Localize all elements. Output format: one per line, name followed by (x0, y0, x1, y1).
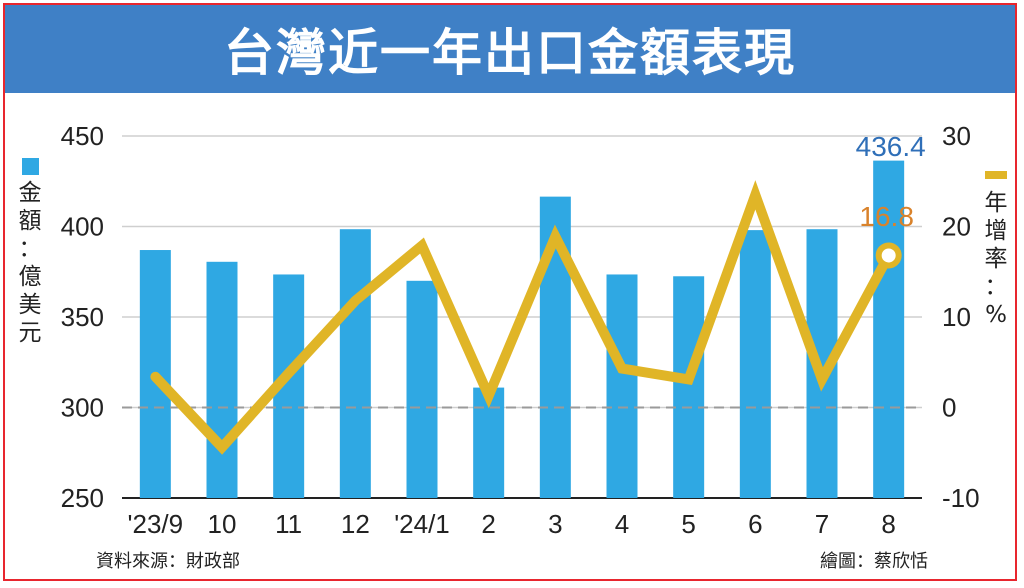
title-bar: 台灣近一年出口金額表現 (5, 5, 1015, 93)
left-tick-label: 400 (61, 212, 104, 242)
left-axis-label: 金額：億美元 (19, 180, 42, 346)
bar (406, 280, 438, 498)
right-tick-label: 20 (942, 212, 971, 242)
growth-point-last (875, 242, 902, 269)
x-tick-label: 2 (481, 509, 495, 539)
source-note: 資料來源：財政部 (96, 551, 240, 572)
bar (739, 230, 771, 498)
x-tick-label: 11 (275, 509, 302, 539)
bar (339, 229, 371, 498)
x-tick-label: 8 (881, 509, 895, 539)
bar (606, 274, 638, 498)
chart-title: 台灣近一年出口金額表現 (224, 24, 796, 82)
legend-swatch-line (985, 171, 1007, 179)
right-tick-label: 0 (942, 393, 956, 423)
right-tick-label: -10 (942, 483, 980, 513)
right-tick-label: 10 (942, 302, 971, 332)
left-tick-label: 300 (61, 393, 104, 423)
x-tick-label: 12 (341, 509, 370, 539)
bar (673, 276, 705, 498)
x-tick-label: '23/9 (128, 509, 184, 539)
x-tick-label: 5 (681, 509, 695, 539)
bar-value-label: 436.4 (856, 131, 926, 162)
x-tick-label: 4 (615, 509, 629, 539)
left-tick-label: 350 (61, 302, 104, 332)
chart-frame: 台灣近一年出口金額表現 (3, 3, 1017, 581)
x-tick-label: 3 (548, 509, 562, 539)
x-tick-label: 7 (815, 509, 829, 539)
right-tick-label: 30 (942, 121, 971, 151)
bar (873, 160, 905, 498)
growth-line (150, 180, 894, 455)
left-tick-label: 450 (61, 121, 104, 151)
legend-swatch-bar (22, 158, 39, 175)
x-tick-label: 6 (748, 509, 762, 539)
credit-note: 繪圖：蔡欣恬 (820, 551, 928, 572)
x-tick-label: 10 (208, 509, 237, 539)
line-value-label: 16.8 (859, 201, 914, 232)
left-tick-label: 250 (61, 483, 104, 513)
bar (206, 261, 238, 498)
right-axis-label: 年增率：% (985, 190, 1008, 328)
x-tick-label: '24/1 (394, 509, 450, 539)
